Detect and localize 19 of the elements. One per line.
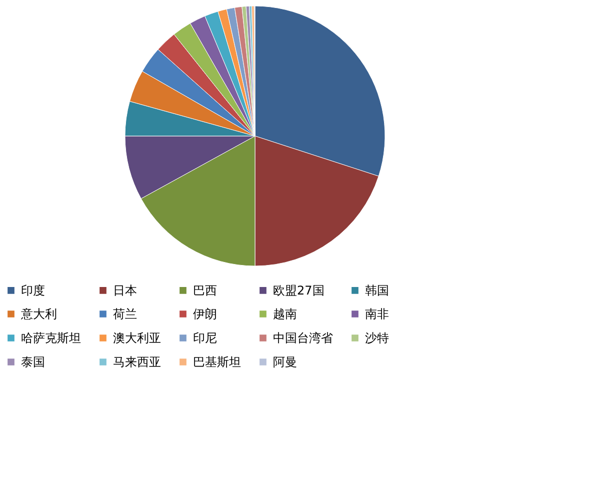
legend-label: 印尼	[193, 331, 217, 345]
legend-label: 沙特	[365, 331, 389, 345]
legend-label: 巴西	[193, 283, 217, 298]
legend-label: 印度	[21, 283, 45, 298]
legend-label: 阿曼	[273, 355, 297, 369]
legend-label: 越南	[273, 307, 297, 321]
legend-label: 中国台湾省	[273, 331, 333, 345]
legend-label: 韩国	[365, 283, 389, 298]
legend-label: 欧盟27国	[273, 283, 324, 298]
legend-label: 澳大利亚	[113, 331, 161, 345]
legend-label: 荷兰	[113, 307, 137, 321]
legend-label: 马来西亚	[113, 355, 161, 369]
legend-label: 南非	[365, 307, 389, 321]
legend-label: 哈萨克斯坦	[21, 331, 81, 345]
legend-label: 巴基斯坦	[193, 355, 241, 369]
legend-label: 意大利	[20, 307, 57, 321]
legend-label: 日本	[113, 283, 137, 298]
legend-label: 伊朗	[193, 307, 217, 321]
legend-label: 泰国	[21, 355, 45, 369]
